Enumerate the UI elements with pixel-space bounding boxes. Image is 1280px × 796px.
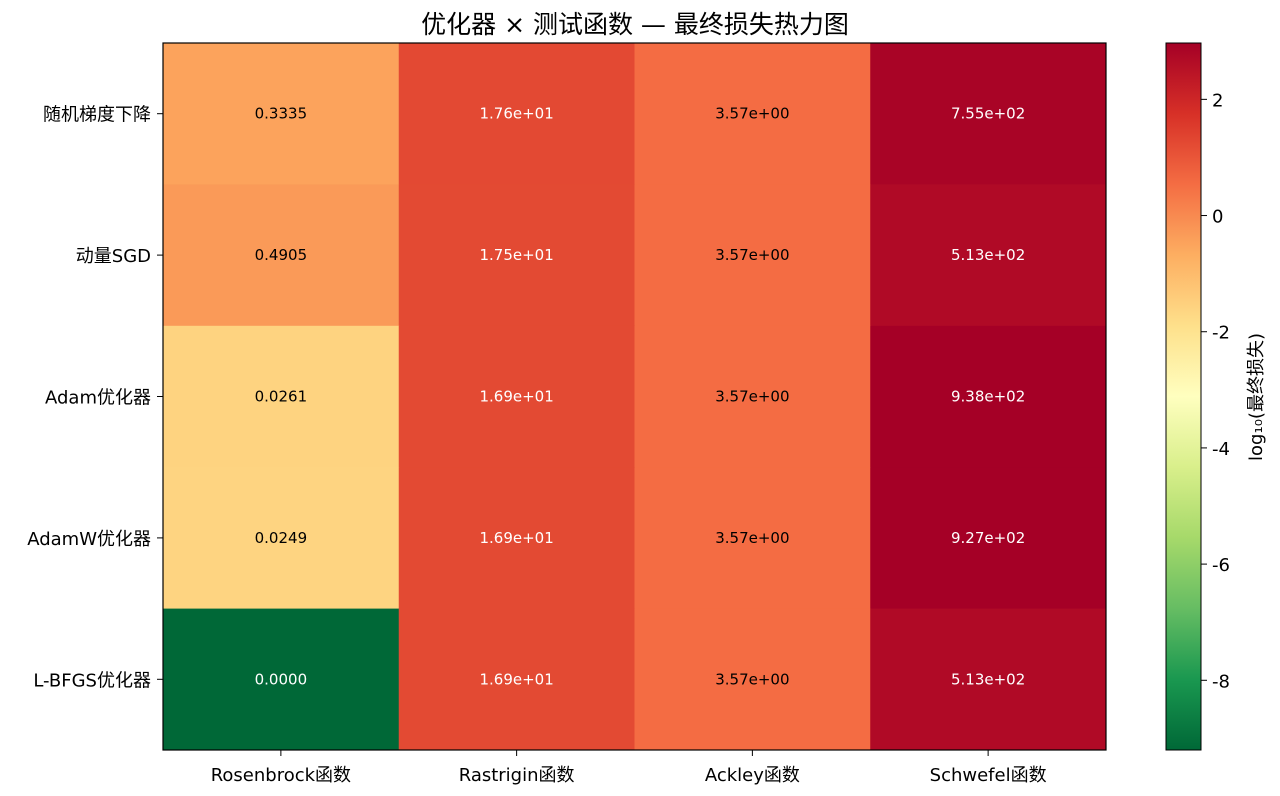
column-label: Rastrigin函数 <box>459 765 575 786</box>
row-label: 动量SGD <box>76 246 151 267</box>
heatmap-cell <box>163 43 400 185</box>
heatmap-cell <box>870 467 1107 610</box>
heatmap-cell <box>163 184 400 327</box>
heatmap-cell <box>163 325 400 468</box>
cell-value-label: 9.38e+02 <box>951 388 1025 406</box>
heatmap-cell <box>634 608 871 751</box>
cell-value-label: 5.13e+02 <box>951 246 1025 264</box>
cell-value-label: 5.13e+02 <box>951 670 1025 688</box>
column-label: Schwefel函数 <box>930 765 1047 786</box>
row-label: Adam优化器 <box>45 388 151 409</box>
cell-value-label: 7.55e+02 <box>951 105 1025 123</box>
colorbar-tick-label: -2 <box>1212 323 1230 344</box>
heatmap-cell <box>163 608 400 751</box>
heatmap-cell <box>634 467 871 610</box>
heatmap-cell <box>398 325 635 468</box>
column-label: Rosenbrock函数 <box>211 765 351 786</box>
colorbar-label: log₁₀(最终损失) <box>1246 333 1267 461</box>
cell-value-label: 1.76e+01 <box>479 105 553 123</box>
cell-value-label: 0.0000 <box>255 670 308 688</box>
cell-value-label: 1.69e+01 <box>479 529 553 547</box>
heatmap-cell <box>398 467 635 610</box>
cell-value-label: 0.4905 <box>255 246 308 264</box>
heatmap-cell <box>870 325 1107 468</box>
cell-value-label: 3.57e+00 <box>715 529 789 547</box>
colorbar-tick-label: -4 <box>1212 439 1230 460</box>
heatmap-cell <box>398 608 635 751</box>
chart-title: 优化器 × 测试函数 — 最终损失热力图 <box>421 10 849 39</box>
heatmap-cell <box>870 43 1107 185</box>
heatmap-cells: 0.3335 1.76e+01 3.57e+00 7.55e+02 0.4905 1.75… <box>163 43 1107 751</box>
colorbar-tick-label: 2 <box>1212 90 1223 111</box>
heatmap-cell <box>163 467 400 610</box>
cell-value-label: 9.27e+02 <box>951 529 1025 547</box>
column-labels: Rosenbrock函数 Rastrigin函数 Ackley函数 Schwefel函… <box>211 750 1047 786</box>
row-label: AdamW优化器 <box>27 529 151 550</box>
cell-value-label: 3.57e+00 <box>715 388 789 406</box>
colorbar <box>1165 42 1202 751</box>
cell-value-label: 3.57e+00 <box>715 105 789 123</box>
heatmap-cell <box>398 184 635 327</box>
heatmap-cell <box>870 608 1107 751</box>
colorbar-tick-label: -6 <box>1212 555 1230 576</box>
cell-value-label: 3.57e+00 <box>715 670 789 688</box>
row-label: L-BFGS优化器 <box>33 670 151 691</box>
cell-value-label: 0.0261 <box>255 388 308 406</box>
heatmap-cell <box>634 184 871 327</box>
cell-value-label: 0.0249 <box>255 529 308 547</box>
colorbar-tick-label: -8 <box>1212 671 1230 692</box>
heatmap-cell <box>634 325 871 468</box>
heatmap-cell <box>398 43 635 185</box>
cell-value-label: 3.57e+00 <box>715 246 789 264</box>
column-label: Ackley函数 <box>705 765 800 786</box>
cell-value-label: 0.3335 <box>255 105 308 123</box>
cell-value-label: 1.69e+01 <box>479 388 553 406</box>
heatmap-cell <box>870 184 1107 327</box>
colorbar-ticks: 2 0 -2 -4 -6 -8 <box>1201 90 1230 692</box>
colorbar-tick-label: 0 <box>1212 207 1223 228</box>
cell-value-label: 1.69e+01 <box>479 670 553 688</box>
row-label: 随机梯度下降 <box>43 105 151 126</box>
heatmap-cell <box>634 43 871 185</box>
cell-value-label: 1.75e+01 <box>479 246 553 264</box>
